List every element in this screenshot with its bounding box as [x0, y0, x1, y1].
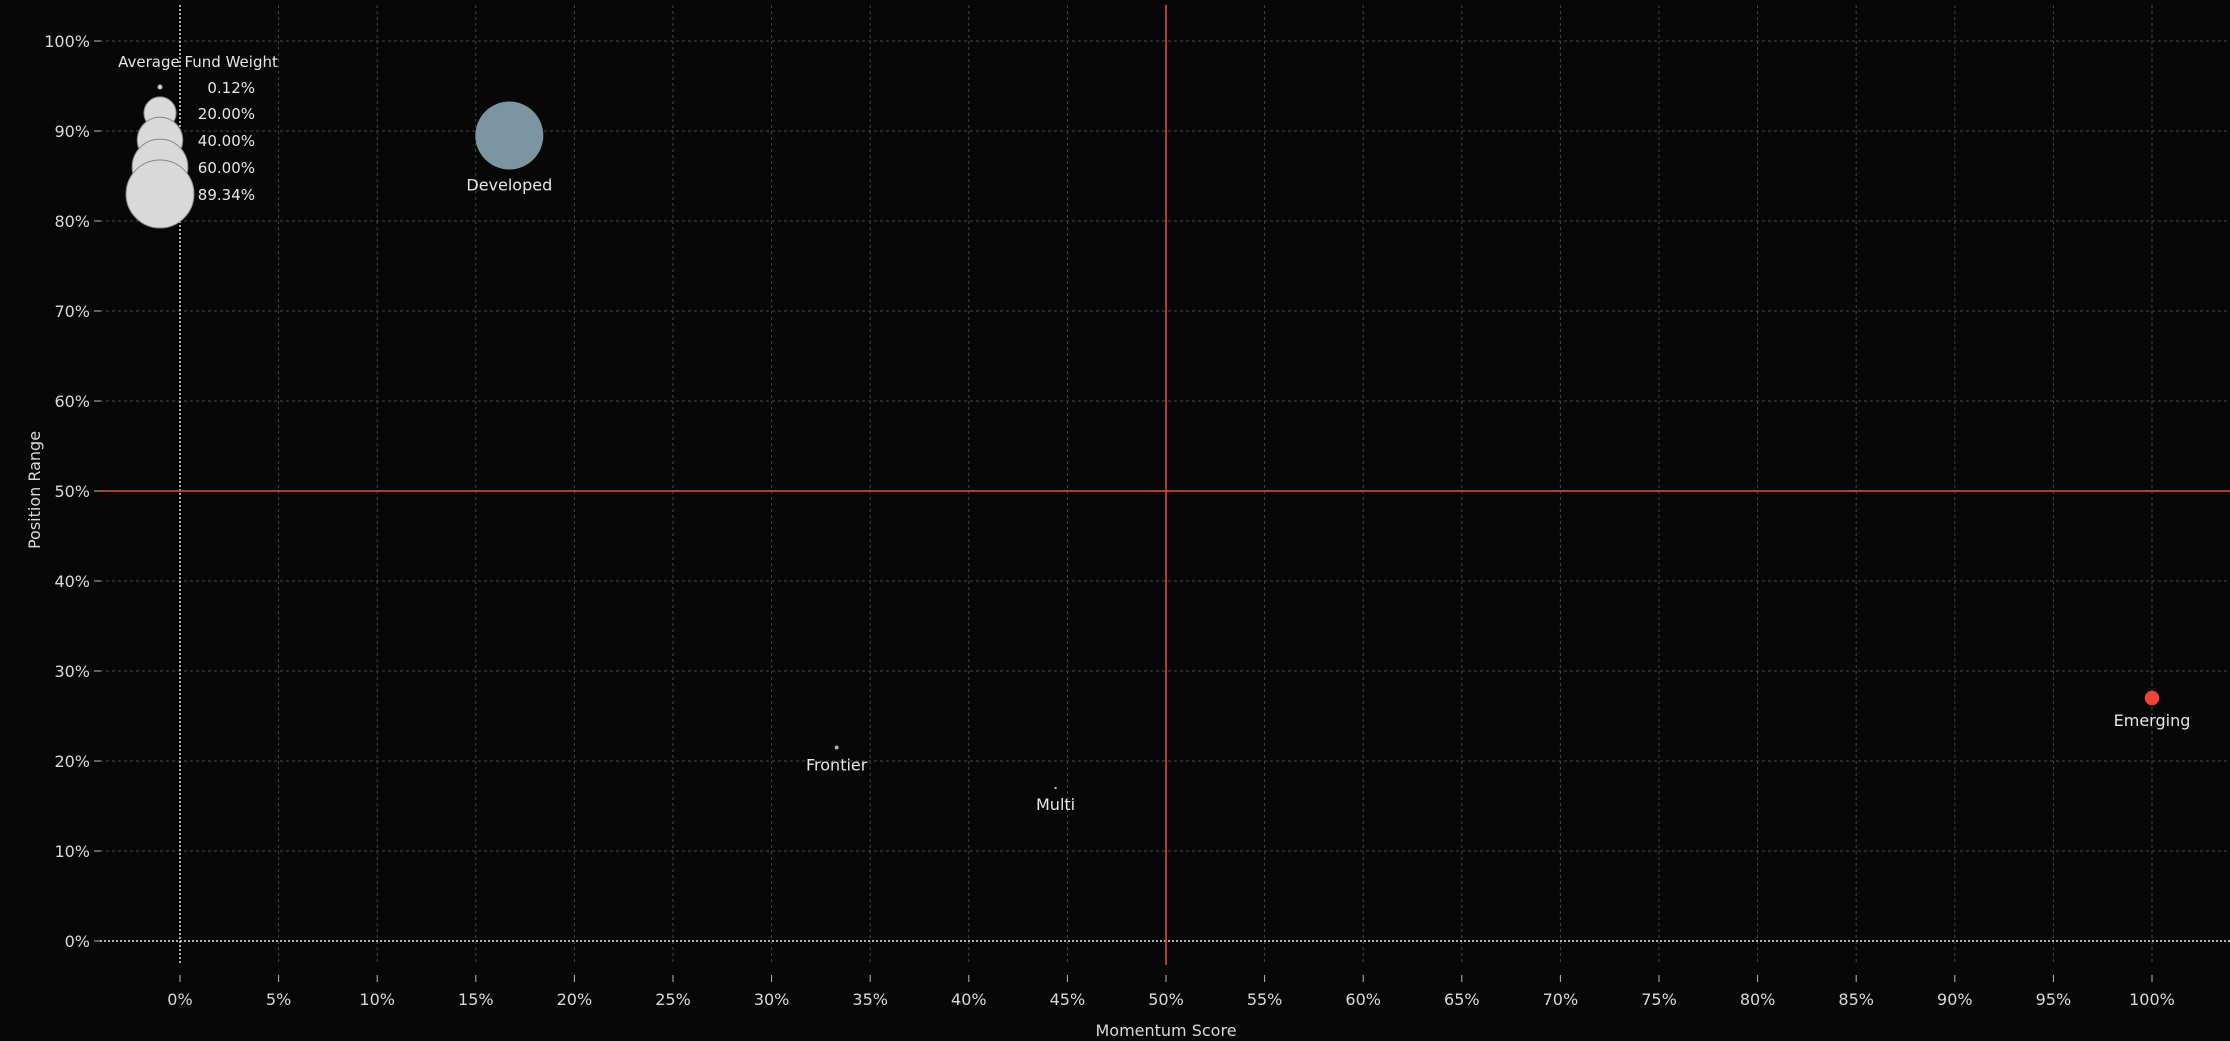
y-tick-label: 90%: [54, 122, 90, 141]
x-tick-label: 0%: [167, 990, 192, 1009]
y-tick-label: 30%: [54, 662, 90, 681]
size-legend: Average Fund Weight 0.12% 20.00% 40.00% 60.…: [118, 53, 278, 229]
bubble-label-developed: Developed: [466, 176, 552, 195]
bubble-developed: [475, 101, 544, 170]
bubble-label-emerging: Emerging: [2114, 711, 2191, 730]
legend-entry-label: 40.00%: [198, 132, 255, 150]
reference-lines: [100, 5, 2230, 965]
x-tick-label: 20%: [557, 990, 593, 1009]
x-tick-label: 25%: [655, 990, 691, 1009]
legend-bubble: [157, 84, 163, 90]
x-tick-label: 60%: [1345, 990, 1381, 1009]
y-tick-label: 20%: [54, 752, 90, 771]
x-tick-label: 90%: [1937, 990, 1973, 1009]
x-tick-label: 100%: [2129, 990, 2175, 1009]
y-tick-label: 10%: [54, 842, 90, 861]
bubble-label-frontier: Frontier: [806, 755, 868, 774]
y-tick-label: 100%: [44, 32, 90, 51]
x-tick-label: 45%: [1050, 990, 1086, 1009]
x-tick-label: 80%: [1740, 990, 1776, 1009]
x-tick-label: 85%: [1838, 990, 1874, 1009]
x-axis-title: Momentum Score: [1095, 1021, 1236, 1040]
x-tick-label: 5%: [266, 990, 291, 1009]
x-tick-label: 30%: [754, 990, 790, 1009]
bubble-label-multi: Multi: [1036, 795, 1075, 814]
x-tick-label: 10%: [359, 990, 395, 1009]
x-tick-label: 70%: [1543, 990, 1579, 1009]
x-tick-label: 95%: [2036, 990, 2072, 1009]
data-points: Developed Frontier Multi Emerging: [466, 101, 2191, 814]
x-tick-label: 40%: [951, 990, 987, 1009]
bubble-multi: [1054, 786, 1057, 790]
x-tick-label: 75%: [1641, 990, 1677, 1009]
bubble-frontier: [834, 745, 839, 750]
y-tick-label: 50%: [54, 482, 90, 501]
bubble-emerging: [2144, 690, 2160, 706]
x-tick-label: 65%: [1444, 990, 1480, 1009]
x-tick-label: 50%: [1148, 990, 1184, 1009]
y-tick-label: 80%: [54, 212, 90, 231]
y-tick-label: 0%: [65, 932, 90, 951]
y-tick-label: 60%: [54, 392, 90, 411]
legend-bubble: [125, 159, 195, 229]
y-tick-label: 70%: [54, 302, 90, 321]
legend-entry-label: 60.00%: [198, 159, 255, 177]
grid-layer: [100, 5, 2230, 965]
y-tick-label: 40%: [54, 572, 90, 591]
x-tick-label: 55%: [1247, 990, 1283, 1009]
y-axis-title: Position Range: [25, 431, 44, 549]
legend-entry-label: 0.12%: [207, 79, 255, 97]
legend-entry-label: 20.00%: [198, 105, 255, 123]
axis-layer: 0% 5% 10% 15% 20% 25% 30% 35% 40% 45% 50% 55% 60% 65%…: [44, 5, 2230, 1009]
legend-entry-label: 89.34%: [198, 186, 255, 204]
x-tick-label: 15%: [458, 990, 494, 1009]
legend-title: Average Fund Weight: [118, 53, 278, 71]
x-tick-label: 35%: [852, 990, 888, 1009]
